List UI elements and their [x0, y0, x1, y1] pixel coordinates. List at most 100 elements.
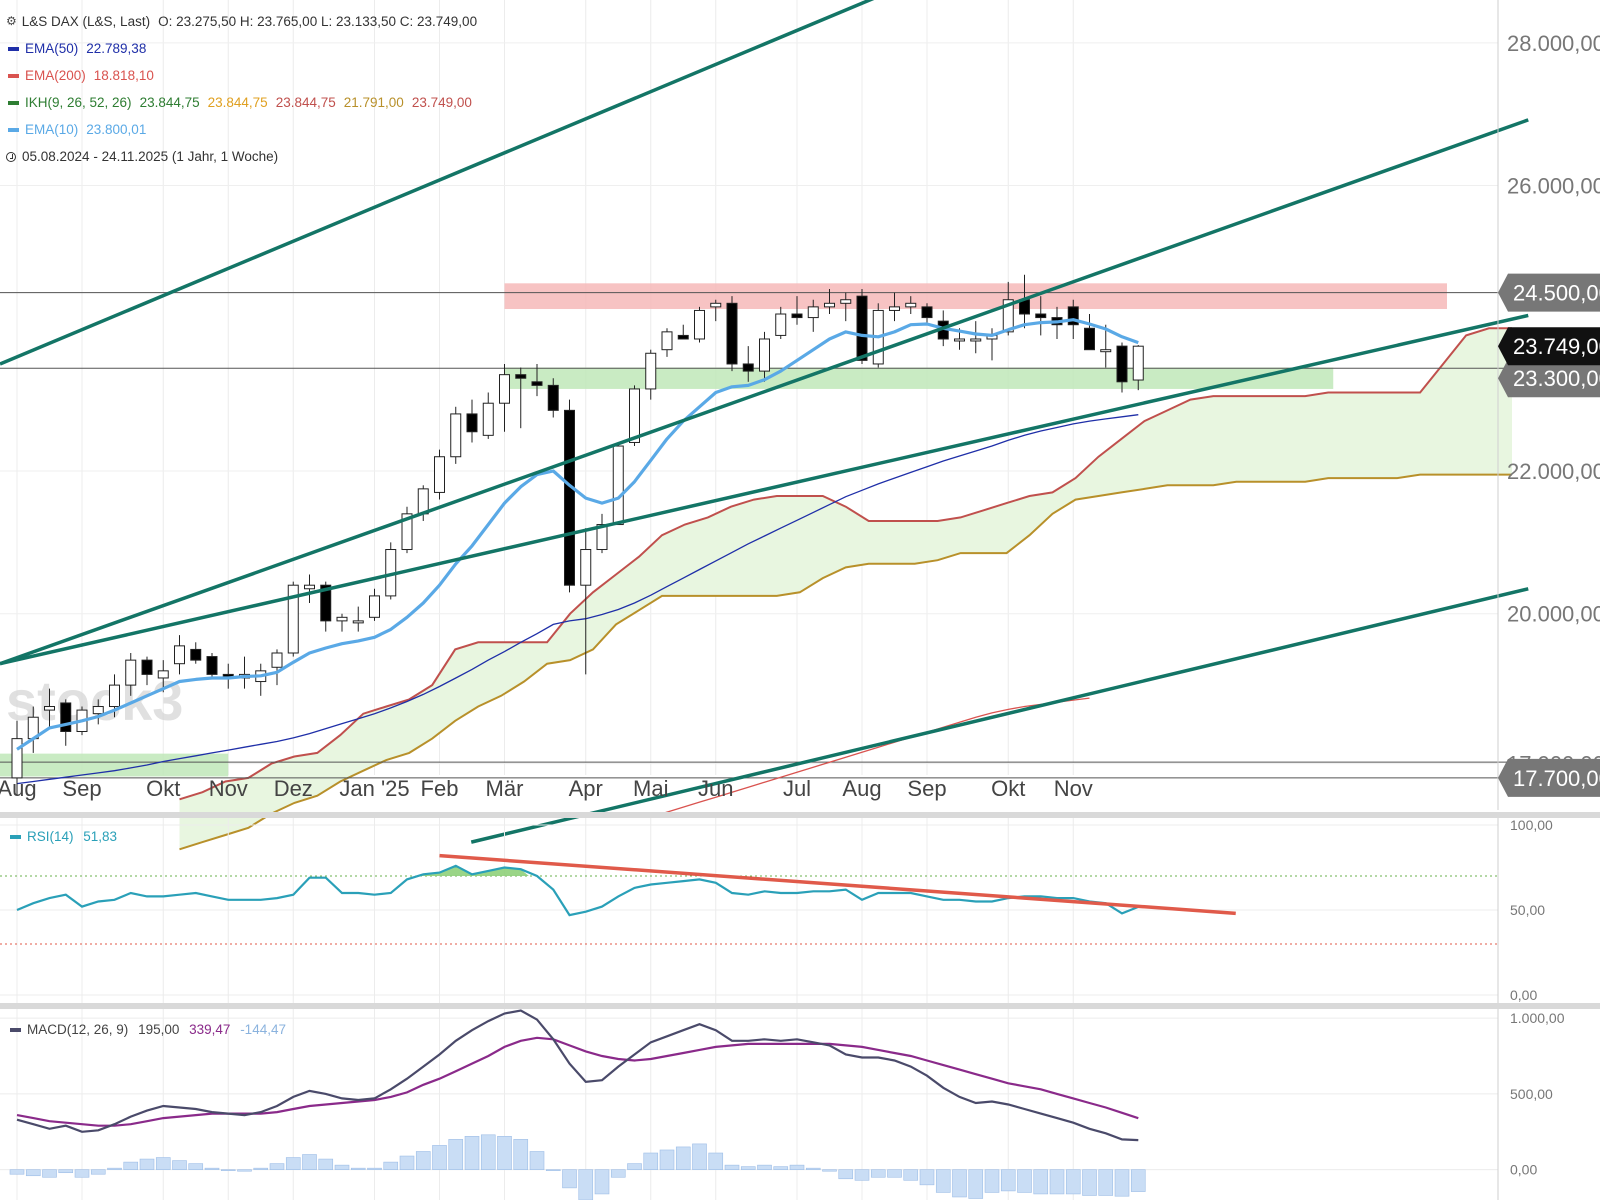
candle-body [677, 334, 689, 340]
macd-histogram-bar [155, 1157, 171, 1170]
price-panel[interactable]: stock3 28.000,0026.000,0024.500,0022.000… [0, 0, 1600, 851]
macd-histogram-bar [25, 1169, 41, 1177]
macd-histogram-bar [643, 1152, 659, 1170]
candle [1035, 296, 1047, 336]
ohlc-values: O: 23.275,50 H: 23.765,00 L: 23.133,50 C… [158, 14, 478, 29]
macd-histogram-bar [90, 1169, 106, 1175]
legend-row-ema[interactable]: EMA(10) 23.800,01 [6, 116, 477, 143]
candle [759, 331, 770, 382]
macd-histogram-bar [854, 1169, 870, 1181]
macd-histogram-bar [1000, 1169, 1016, 1192]
candle [482, 392, 494, 439]
candle [304, 574, 315, 604]
macd-panel[interactable]: 1.000,00 500,00 0,00 [0, 1009, 1565, 1200]
senkou-b-line [179, 473, 1512, 851]
macd-histogram-bar [9, 1169, 25, 1175]
candle [629, 385, 640, 447]
price-tick-label: 26.000,00 [1507, 174, 1600, 199]
candle-body [109, 684, 120, 708]
legend-row-ema[interactable]: EMA(50) 22.789,38 [6, 35, 477, 62]
month-label: Nov [209, 776, 248, 801]
legend-value: 23.844,75 [139, 95, 200, 110]
month-label: Feb [421, 776, 459, 801]
candle [1002, 281, 1014, 336]
instrument-header: ⚙ L&S DAX (L&S, Last) O: 23.275,50 H: 23… [6, 8, 477, 35]
macd-histogram-bar [237, 1169, 252, 1172]
chart-legend: ⚙ L&S DAX (L&S, Last) O: 23.275,50 H: 23… [6, 8, 477, 170]
rsi-legend-label: RSI(14) [27, 829, 74, 844]
candle-body [369, 595, 380, 618]
month-label: Aug [0, 776, 37, 801]
candle [174, 635, 185, 675]
month-label: Nov [1054, 776, 1093, 801]
candle-body [1002, 299, 1014, 333]
macd-histogram-bar [480, 1134, 496, 1170]
candle-body [726, 302, 738, 365]
candle [531, 363, 543, 397]
last-price-tag [1498, 327, 1600, 366]
month-label: Jun [698, 776, 733, 801]
macd-histogram-bar [42, 1169, 57, 1178]
candle-body [824, 302, 835, 308]
macd-histogram-bar [58, 1169, 74, 1174]
legend-row-ema[interactable]: EMA(200) 18.818,10 [6, 62, 477, 89]
candle-body [1100, 349, 1112, 353]
candle [369, 588, 380, 621]
candle [742, 346, 754, 382]
candle-body [1132, 345, 1144, 381]
level-tag [1498, 273, 1600, 312]
legend-value: 23.749,00 [411, 95, 472, 110]
rsi-legend-value: 51,83 [83, 829, 118, 844]
candle-body [157, 670, 169, 679]
panel-separator[interactable] [0, 812, 1600, 818]
panel-separator[interactable] [0, 1003, 1600, 1009]
candle [1116, 342, 1128, 393]
settings-icon[interactable]: ⚙ [6, 14, 17, 28]
macd-histogram-bar [952, 1169, 967, 1198]
clock-icon [6, 151, 16, 162]
resistance-zone [504, 283, 1447, 310]
candle-body [190, 648, 202, 661]
candle-body [515, 374, 527, 379]
candle [499, 363, 510, 432]
candle [11, 720, 23, 796]
macd-histogram-bar [513, 1139, 529, 1170]
macd-histogram-bar [740, 1166, 756, 1170]
candle-body [401, 513, 413, 551]
candle-body [499, 374, 510, 404]
candle [271, 649, 283, 686]
channel-line [0, 118, 1529, 666]
macd-histogram-bar [432, 1145, 447, 1170]
macd-histogram-bar [659, 1149, 675, 1170]
macd-histogram-bar [464, 1136, 480, 1170]
macd-histogram-bar [529, 1151, 545, 1170]
candle [141, 656, 153, 686]
macd-legend-value: 195,00 [138, 1022, 180, 1037]
candle-body [759, 338, 770, 372]
month-label: Aug [842, 776, 881, 801]
candle [807, 299, 819, 332]
legend-value: 21.791,00 [343, 95, 404, 110]
candle-body [840, 299, 852, 304]
candle-body [174, 645, 185, 665]
candle [206, 652, 218, 678]
macd-histogram-bar [610, 1169, 626, 1178]
macd-legend-label: MACD(12, 26, 9) [27, 1022, 129, 1037]
legend-row-ikh[interactable]: IKH(9, 26, 52, 26) 23.844,75 23.844,75 23.8… [6, 89, 477, 116]
rsi-panel[interactable]: 100,00 50,00 0,00 [0, 817, 1553, 1003]
legend-label: EMA(50) [25, 41, 79, 56]
macd-histogram-bar [497, 1136, 512, 1170]
macd-histogram-bar [822, 1169, 837, 1172]
rsi-tick-label: 0,00 [1510, 987, 1537, 1003]
rsi-line [16, 864, 1139, 917]
candle [287, 581, 299, 657]
candle-body [434, 456, 445, 493]
macd-histogram-bar [919, 1169, 935, 1186]
candle [612, 442, 624, 526]
channel-line [470, 587, 1529, 844]
candle-body [645, 352, 657, 390]
legend-swatch [8, 73, 19, 78]
macd-histogram-bar [562, 1169, 577, 1189]
candle-body [1084, 327, 1095, 351]
price-tick-label: 28.000,00 [1507, 31, 1600, 56]
